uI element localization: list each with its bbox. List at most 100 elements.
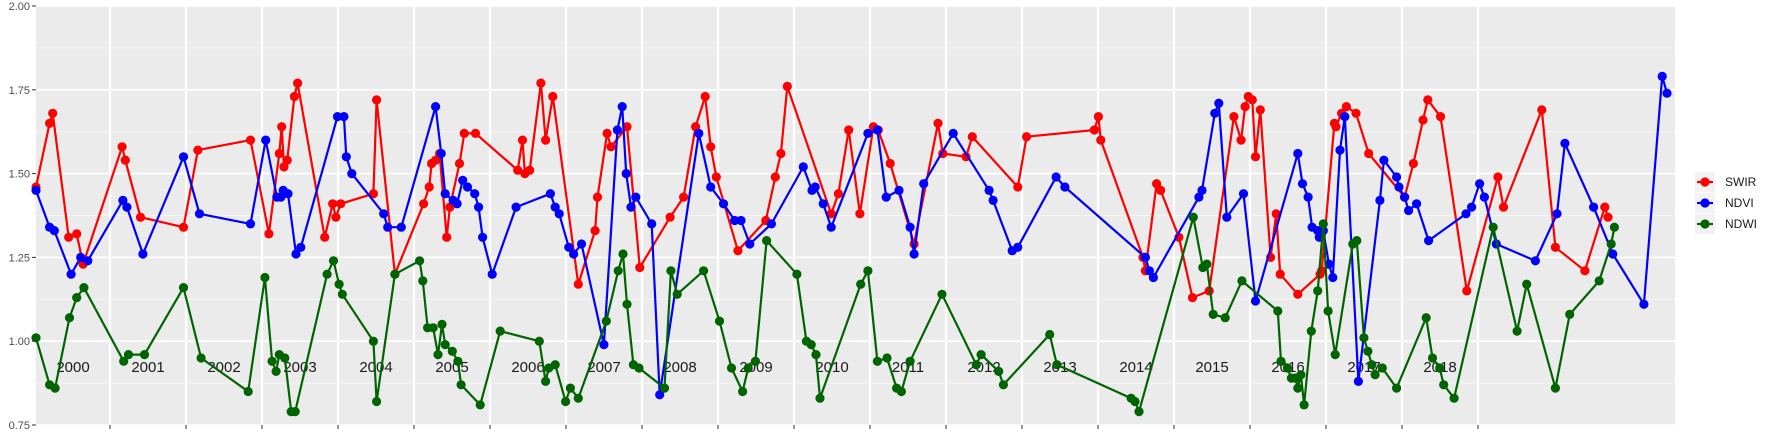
y-axis: 0.75 1.00 1.25 1.50 1.75 2.00 [9, 1, 36, 432]
data-point [66, 269, 76, 279]
data-point [745, 239, 755, 249]
data-point [267, 356, 277, 366]
data-point [766, 219, 777, 229]
data-point [792, 269, 802, 279]
data-point [1247, 95, 1257, 105]
data-point [372, 95, 382, 105]
data-point [1335, 145, 1345, 155]
data-point [440, 189, 450, 199]
data-point [1220, 313, 1230, 323]
data-point [178, 283, 189, 293]
data-point [998, 380, 1009, 390]
data-point [1022, 132, 1032, 142]
data-point [513, 165, 523, 175]
data-point [699, 266, 709, 276]
data-point [1296, 370, 1306, 380]
year-label: 2003 [283, 359, 316, 376]
data-point [1282, 363, 1292, 373]
data-point [64, 232, 74, 242]
data-point [1096, 135, 1106, 145]
data-point [573, 393, 583, 403]
data-point [1359, 333, 1369, 343]
data-point [599, 340, 609, 350]
data-point [919, 179, 929, 189]
data-point [196, 353, 206, 363]
data-point [334, 279, 344, 289]
data-point [428, 323, 438, 333]
data-point [72, 293, 82, 303]
data-point [341, 152, 351, 162]
data-point [76, 252, 86, 262]
data-point [818, 199, 828, 209]
data-point [436, 148, 446, 159]
data-point [672, 289, 682, 299]
data-point [328, 256, 339, 266]
data-point [293, 78, 303, 88]
legend-key-point [1700, 177, 1710, 187]
data-point [372, 396, 382, 407]
data-point [1367, 360, 1377, 370]
data-point [826, 209, 836, 219]
data-point [622, 299, 632, 309]
data-point [48, 108, 58, 118]
data-point [1375, 195, 1385, 205]
data-point [905, 356, 915, 366]
data-point [1488, 222, 1498, 232]
data-point [83, 256, 93, 266]
data-point [347, 169, 357, 179]
data-point [1276, 356, 1286, 366]
data-point [122, 202, 132, 212]
data-point [193, 145, 203, 155]
data-point [64, 313, 75, 323]
data-point [475, 400, 485, 410]
year-label: 2007 [587, 359, 620, 376]
data-point [569, 249, 579, 259]
data-point [495, 326, 505, 336]
data-point [1364, 148, 1374, 159]
data-point [988, 195, 998, 205]
data-point [1306, 326, 1316, 336]
data-point [590, 226, 600, 236]
data-point [634, 363, 644, 373]
data-point [1051, 172, 1061, 182]
year-label: 2014 [1119, 359, 1152, 376]
data-point [711, 172, 721, 182]
data-point [274, 148, 284, 159]
data-point [622, 122, 632, 132]
data-point [291, 249, 301, 259]
data-point [706, 142, 716, 152]
data-point [289, 91, 299, 102]
data-point [994, 366, 1004, 376]
data-point [1045, 329, 1055, 340]
data-point [1603, 212, 1613, 222]
data-point [706, 182, 716, 192]
data-point [1238, 189, 1249, 199]
data-point [811, 350, 821, 360]
data-point [1188, 212, 1198, 222]
data-point [1530, 256, 1540, 266]
data-point [631, 192, 641, 202]
data-point [245, 135, 256, 145]
data-point [896, 386, 907, 397]
data-point [971, 360, 981, 370]
data-point [415, 256, 425, 266]
data-point [536, 78, 546, 88]
data-point [1427, 353, 1438, 363]
data-point [1394, 182, 1404, 192]
data-point [770, 172, 780, 182]
data-point [282, 155, 292, 165]
data-point [1273, 306, 1283, 316]
data-point [1353, 376, 1363, 386]
legend-label: SWIR [1725, 175, 1757, 189]
data-point [647, 219, 657, 229]
data-point [418, 276, 428, 286]
data-point [606, 142, 616, 152]
legend-label: NDVI [1725, 196, 1754, 210]
y-tick-label: 2.00 [9, 1, 30, 13]
data-point [1237, 276, 1247, 286]
data-point [1202, 259, 1212, 269]
y-tick-label: 1.50 [9, 169, 30, 181]
data-point [1148, 272, 1158, 283]
data-point [1208, 309, 1218, 319]
